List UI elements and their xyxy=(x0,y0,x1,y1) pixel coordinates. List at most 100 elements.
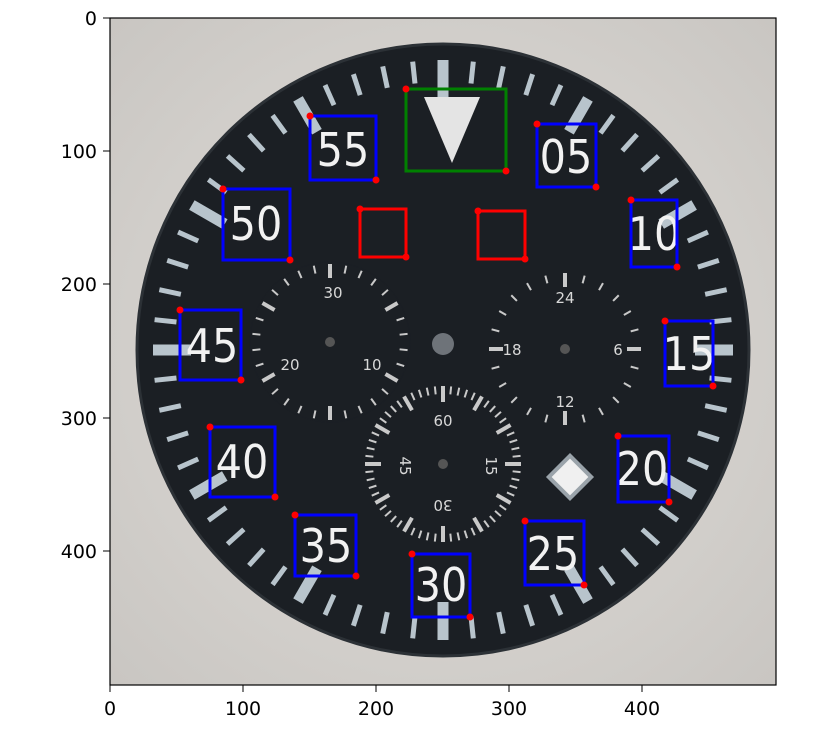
minor-tick xyxy=(620,132,639,153)
digit-box xyxy=(535,122,598,189)
minor-tick xyxy=(686,456,709,471)
x-tick-label: 100 xyxy=(225,698,261,720)
minor-tick xyxy=(357,270,363,279)
sub-dial-left xyxy=(249,261,411,423)
minor-tick xyxy=(549,84,564,107)
minor-tick xyxy=(370,398,377,406)
minor-tick xyxy=(396,400,403,408)
dial-number: 50 xyxy=(230,197,283,251)
digit-box xyxy=(629,198,679,269)
sub-num-60: 60 xyxy=(433,412,452,430)
minor-tick xyxy=(491,365,500,370)
minor-tick xyxy=(598,113,616,135)
dial-number: 20 xyxy=(616,442,669,496)
dial-rim xyxy=(135,42,751,658)
minor-tick xyxy=(158,403,182,413)
minor-tick xyxy=(494,411,502,418)
minor-tick xyxy=(512,454,521,458)
photo: 30 20 10 24 18 6 12 60 45 15 30 55 05 50… xyxy=(110,18,776,685)
major-tick xyxy=(564,96,593,135)
y-tick-label: 400 xyxy=(61,541,97,563)
minor-tick xyxy=(399,348,408,352)
y-tick-label: 200 xyxy=(61,274,97,296)
minor-tick xyxy=(154,375,177,383)
minor-tick xyxy=(510,294,518,302)
digit-box xyxy=(178,308,243,382)
minor-tick xyxy=(498,310,507,316)
minor-tick xyxy=(463,389,469,398)
minor-tick xyxy=(449,533,453,542)
minor-tick xyxy=(499,504,507,511)
slot-box xyxy=(476,209,527,261)
minor-tick xyxy=(255,316,264,322)
digit-box xyxy=(208,425,277,499)
minor-tick xyxy=(380,611,390,635)
minor-tick xyxy=(297,270,303,279)
minor-tick xyxy=(463,530,469,539)
corner-dots xyxy=(176,85,717,621)
minor-tick xyxy=(271,289,279,296)
major-tick xyxy=(495,423,512,435)
major-tick xyxy=(374,423,391,435)
minor-tick xyxy=(494,510,502,517)
major-tick xyxy=(261,301,276,312)
minor-tick xyxy=(368,438,377,444)
minor-tick xyxy=(630,328,639,333)
minor-tick xyxy=(371,491,380,497)
minor-tick xyxy=(523,604,535,627)
minor-tick xyxy=(396,362,405,368)
minor-tick xyxy=(425,387,430,396)
digit-box xyxy=(221,187,292,262)
minor-tick xyxy=(357,405,363,414)
minor-tick xyxy=(456,532,461,541)
minor-tick xyxy=(470,392,476,401)
dial-number: 35 xyxy=(300,519,353,573)
minor-tick xyxy=(483,520,490,528)
minute-track xyxy=(153,60,733,640)
minor-tick xyxy=(158,287,182,297)
dial-number: 45 xyxy=(186,319,239,373)
major-tick xyxy=(402,516,414,533)
minor-tick xyxy=(381,388,389,395)
minor-tick xyxy=(598,565,616,587)
sub-dial-pinion xyxy=(560,344,570,354)
minor-tick xyxy=(343,265,348,274)
y-axis xyxy=(103,17,110,552)
minor-tick xyxy=(496,65,506,89)
major-tick xyxy=(384,301,399,312)
minor-tick xyxy=(225,154,246,173)
minor-tick xyxy=(270,113,288,135)
minor-tick xyxy=(581,414,586,423)
minor-tick xyxy=(506,491,515,497)
major-tick xyxy=(189,200,228,229)
minor-tick xyxy=(623,382,632,388)
sub-num-30: 30 xyxy=(433,496,452,514)
minor-tick xyxy=(283,278,290,286)
minor-tick xyxy=(704,287,728,297)
sub-num-20: 20 xyxy=(280,356,299,374)
axes-frame xyxy=(109,17,777,686)
minor-tick xyxy=(697,258,720,270)
minor-tick xyxy=(433,386,437,395)
minor-tick xyxy=(456,387,461,396)
y-tick-label: 100 xyxy=(61,141,97,163)
y-tick-label: 0 xyxy=(85,8,97,30)
minor-tick xyxy=(255,362,264,368)
major-tick xyxy=(402,395,414,412)
minor-tick xyxy=(640,527,661,546)
minor-tick xyxy=(620,547,639,568)
minor-tick xyxy=(366,446,375,451)
minor-tick xyxy=(271,388,279,395)
sub-num-6: 6 xyxy=(613,341,623,359)
triangle-marker xyxy=(424,97,480,163)
dial-number: 30 xyxy=(415,558,468,612)
minor-tick xyxy=(630,365,639,370)
minor-tick xyxy=(384,411,392,418)
minor-tick xyxy=(498,382,507,388)
minor-tick xyxy=(177,456,200,471)
minor-tick xyxy=(509,484,518,490)
minor-tick xyxy=(425,532,430,541)
major-tick xyxy=(472,395,484,412)
x-tick-label: 300 xyxy=(491,698,527,720)
minor-tick xyxy=(417,389,423,398)
